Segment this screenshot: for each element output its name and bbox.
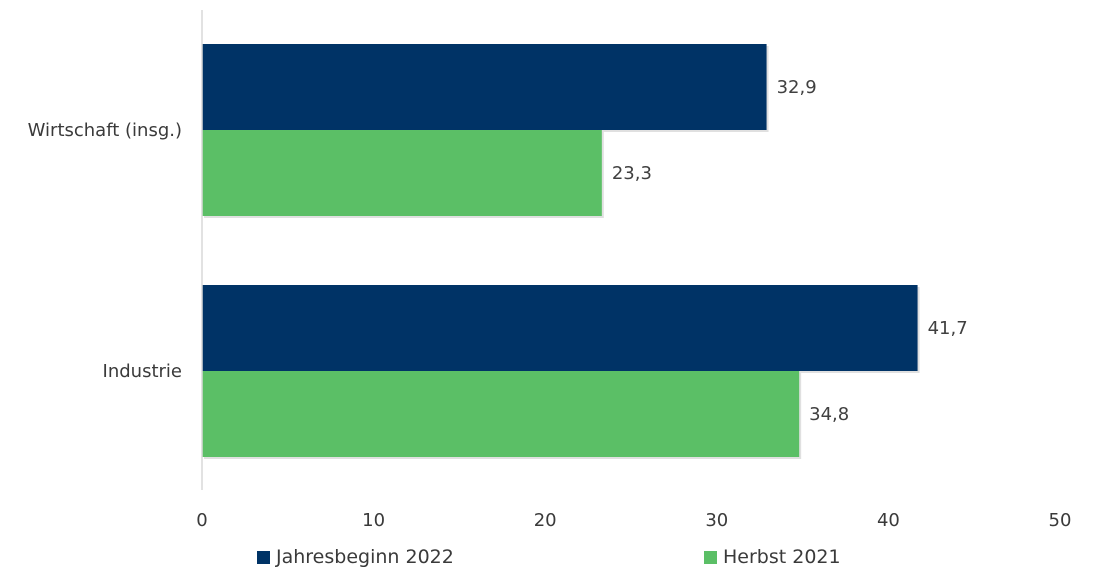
x-tick-label-0: 0 [196, 510, 207, 531]
x-tick-label-1: 10 [362, 510, 385, 531]
legend: Jahresbeginn 2022 Herbst 2021 [0, 546, 1094, 574]
category-label-0: Wirtschaft (insg.) [28, 120, 182, 141]
x-tick-label-3: 30 [705, 510, 728, 531]
legend-label-series-0: Jahresbeginn 2022 [276, 546, 454, 568]
legend-swatch-series-1 [704, 550, 717, 564]
data-label-0-1: 23,3 [612, 163, 652, 184]
legend-swatch-series-0 [257, 550, 270, 564]
legend-label-series-1: Herbst 2021 [723, 546, 841, 568]
category-label-1: Industrie [103, 361, 182, 382]
x-tick-label-5: 50 [1049, 510, 1072, 531]
bar-1-0 [202, 285, 918, 371]
bar-0-0 [202, 44, 767, 130]
data-label-0-0: 32,9 [777, 77, 817, 98]
category-labels: Wirtschaft (insg.) Industrie [28, 120, 182, 382]
bar-chart: Wirtschaft (insg.) Industrie 32,9 23,3 41,7… [28, 10, 1071, 531]
bar-0-1 [202, 130, 602, 216]
legend-item-series-1: Herbst 2021 [704, 546, 841, 568]
x-tick-label-2: 20 [534, 510, 557, 531]
x-axis-ticks: 0 10 20 30 40 50 [196, 510, 1071, 531]
data-labels: 32,9 23,3 41,7 34,8 [612, 77, 968, 425]
data-label-1-1: 34,8 [809, 404, 849, 425]
legend-item-series-0: Jahresbeginn 2022 [257, 546, 454, 568]
x-tick-label-4: 40 [877, 510, 900, 531]
bars-group [202, 44, 920, 459]
data-label-1-0: 41,7 [928, 318, 968, 339]
bar-1-1 [202, 371, 800, 457]
